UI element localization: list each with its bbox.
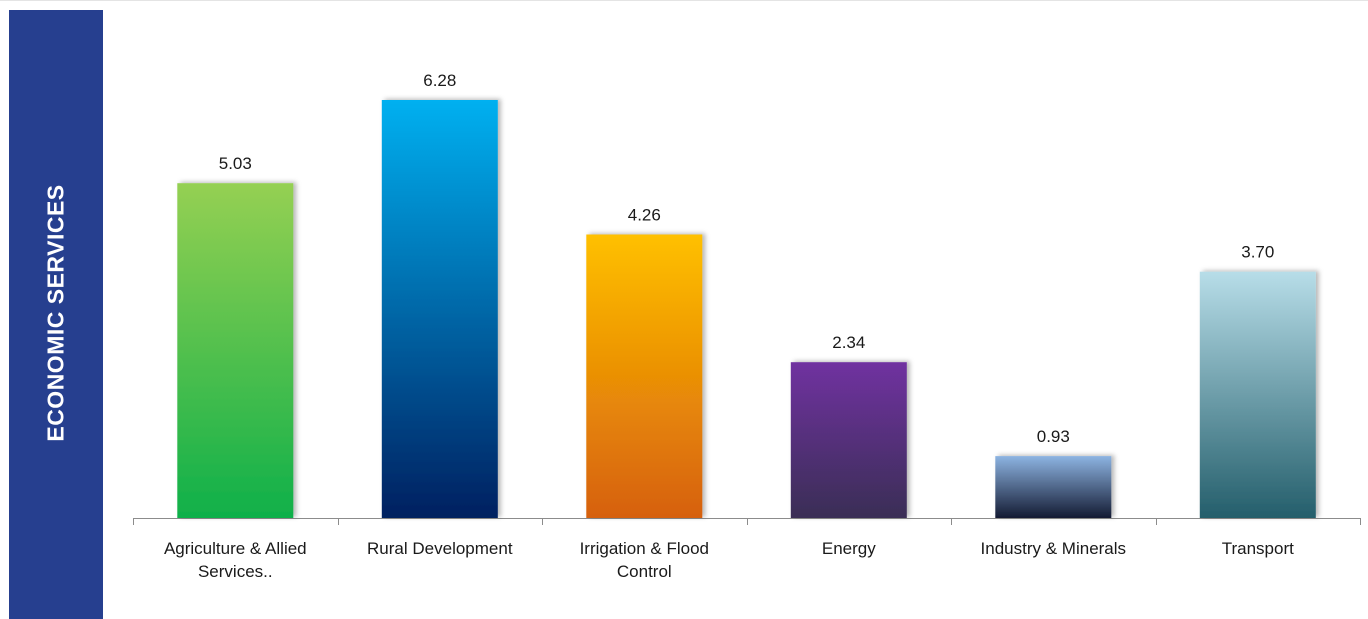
- data-label: 0.93: [1037, 427, 1070, 446]
- category-label: Services..: [198, 562, 273, 581]
- category-label: Energy: [822, 539, 876, 558]
- category-label: Control: [617, 562, 672, 581]
- category-label: Industry & Minerals: [981, 539, 1127, 558]
- data-label: 3.70: [1241, 243, 1274, 262]
- category-label: Rural Development: [367, 539, 513, 558]
- data-label: 6.28: [423, 71, 456, 90]
- bar: [790, 362, 907, 518]
- bar: [1199, 271, 1316, 518]
- data-label: 4.26: [628, 206, 661, 225]
- side-band: [9, 10, 103, 619]
- category-label: Irrigation & Flood: [580, 539, 709, 558]
- bar: [381, 100, 498, 518]
- data-label: 5.03: [219, 154, 252, 173]
- bar: [177, 183, 294, 518]
- bar: [586, 234, 703, 518]
- data-label: 2.34: [832, 333, 865, 352]
- category-label: Transport: [1222, 539, 1294, 558]
- category-label: Agriculture & Allied: [164, 539, 307, 558]
- bar: [995, 456, 1112, 518]
- top-rule: [0, 0, 1368, 1]
